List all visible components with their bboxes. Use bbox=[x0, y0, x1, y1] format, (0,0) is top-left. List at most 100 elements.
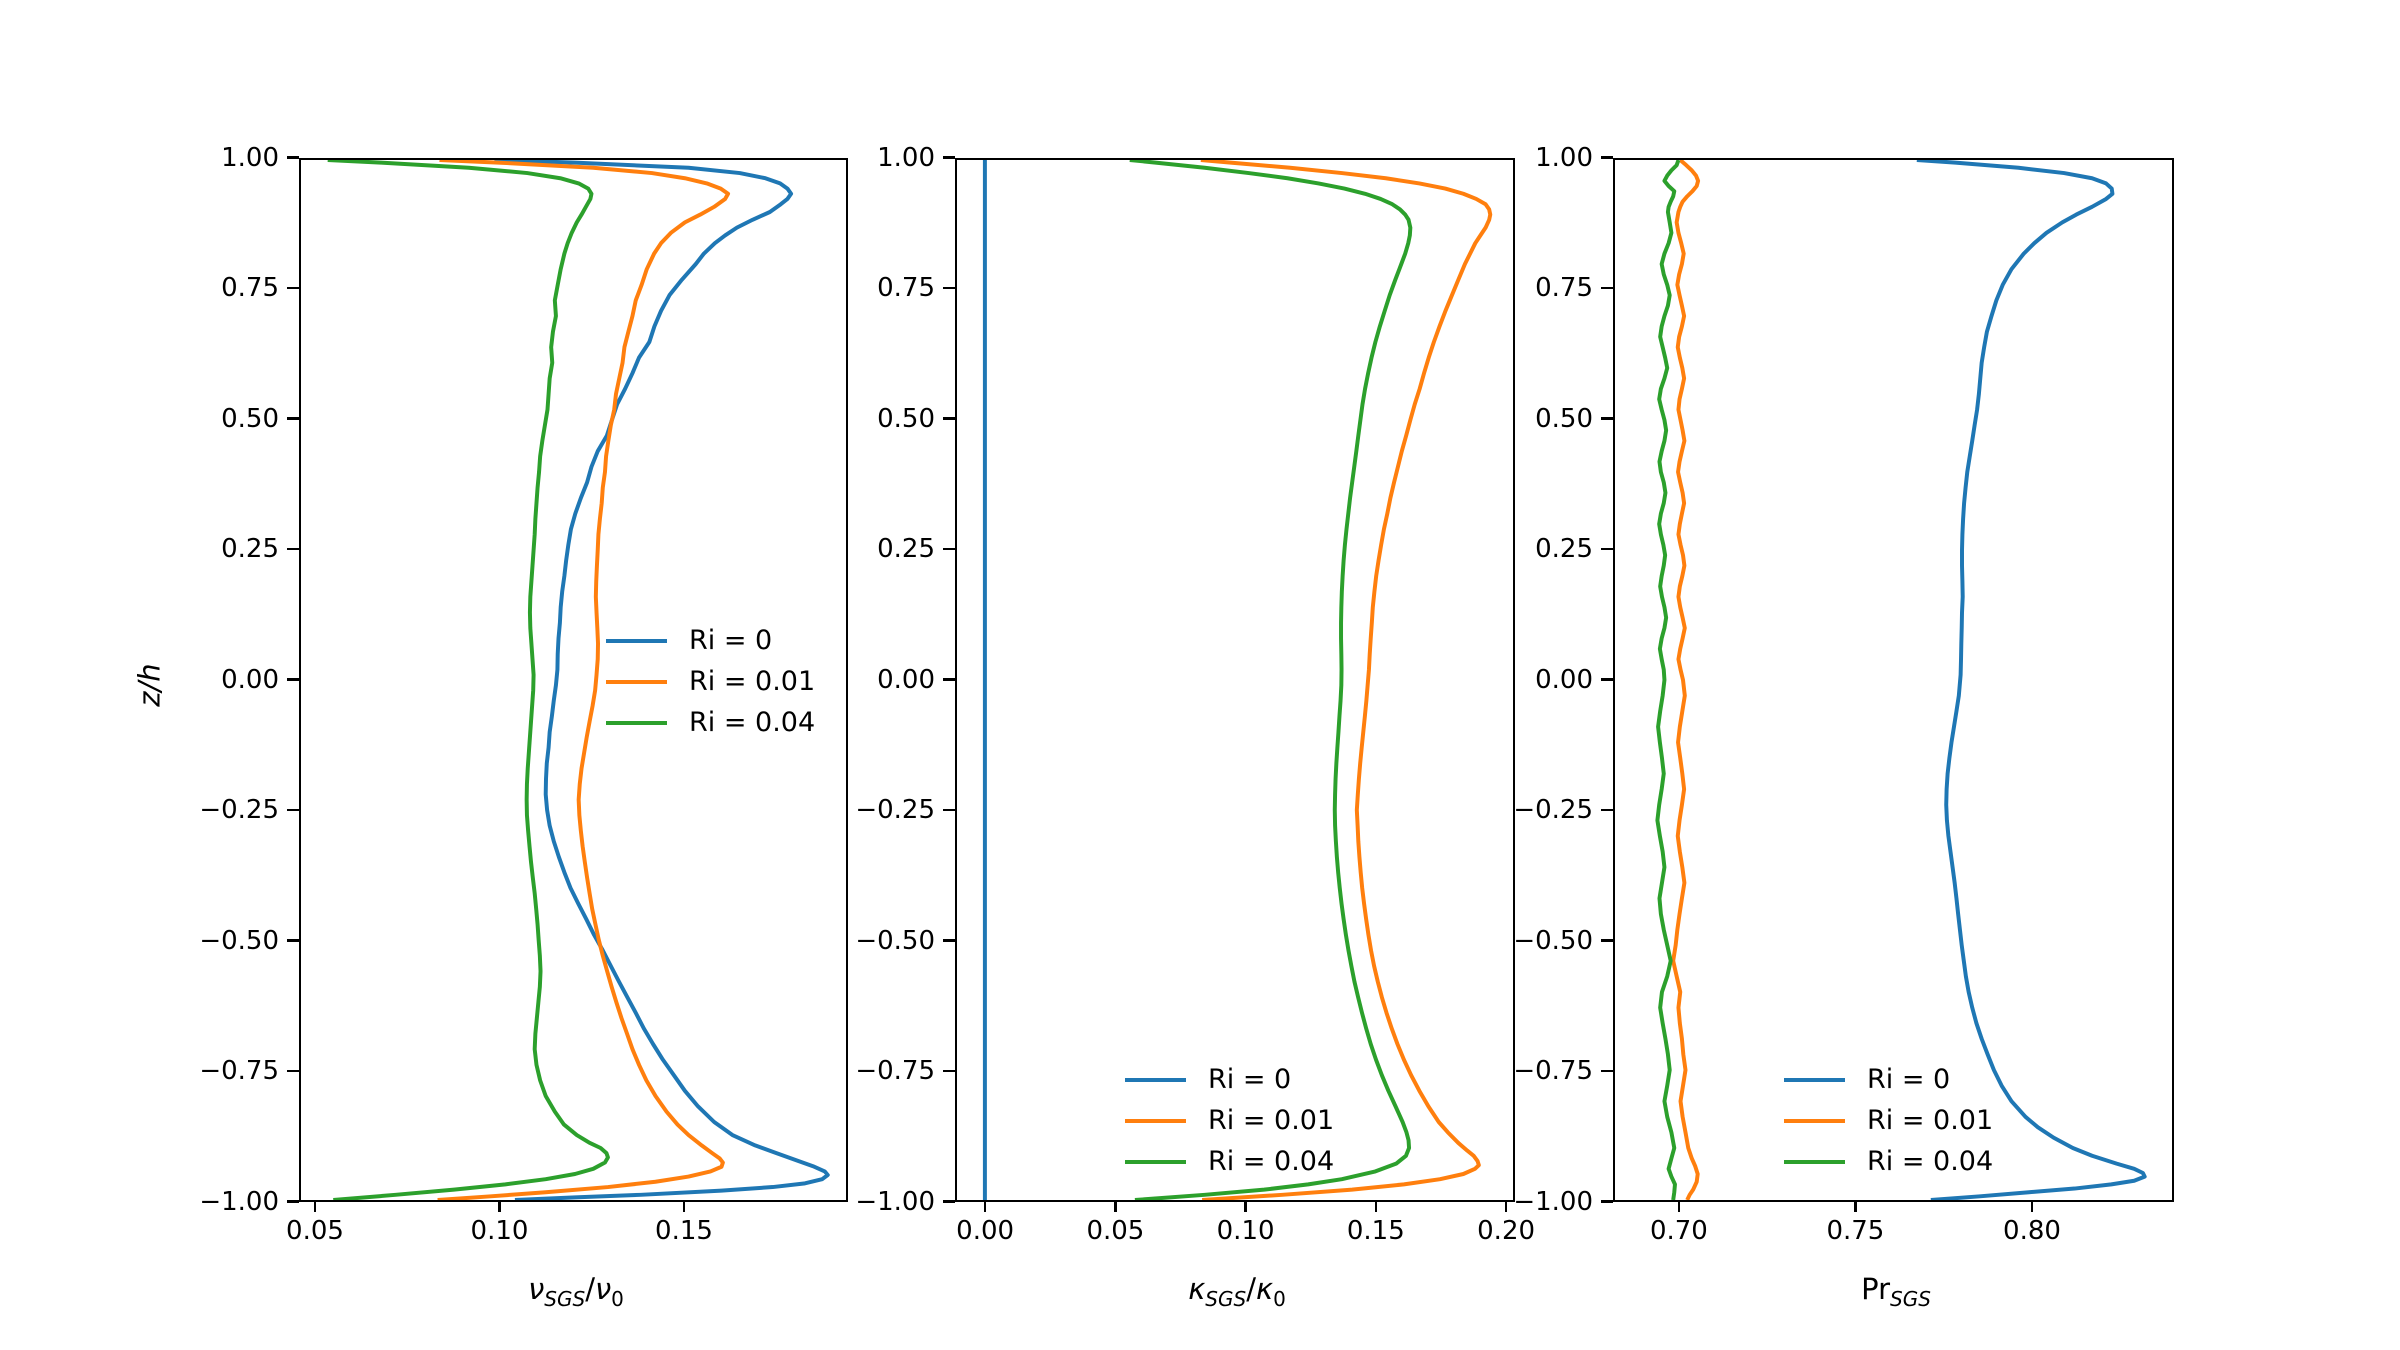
y-tick bbox=[1600, 939, 1613, 942]
y-tick bbox=[1600, 286, 1613, 290]
y-tick-label: −0.25 bbox=[199, 795, 279, 826]
x-axis-label-segment: SGS bbox=[544, 1287, 586, 1311]
legend-item: Ri = 0 bbox=[606, 620, 815, 661]
plot-area-nu-sgs bbox=[327, 160, 830, 1200]
panel-kappa-sgs: 0.00 0.05 0.10 0.15 0.20 1.00 0.75 0.50 0.25 0.00… bbox=[855, 143, 1535, 1311]
x-tick-label: 0.70 bbox=[1649, 1216, 1708, 1246]
series-line-nu-sgs-Ri-0 bbox=[494, 160, 830, 1200]
x-axis-label-segment: κ bbox=[1255, 1272, 1274, 1306]
y-tick bbox=[942, 156, 955, 159]
y-tick bbox=[286, 1200, 299, 1203]
x-axis-label-segment: ν bbox=[528, 1272, 545, 1306]
legend-item: Ri = 0.01 bbox=[606, 661, 815, 702]
y-tick bbox=[942, 808, 955, 812]
x-axis-label-kappa-sgs: κSGS/κ0 bbox=[1027, 1272, 1447, 1316]
panel-pr-sgs: 0.70 0.75 0.80 1.00 0.75 0.50 0.25 0.00 −0.25 −0.… bbox=[1513, 143, 2174, 1311]
y-tick bbox=[942, 939, 955, 942]
legend-nu-sgs: Ri = 0 Ri = 0.01 Ri = 0.04 bbox=[606, 620, 815, 743]
y-tick-label: 0.50 bbox=[221, 403, 279, 434]
legend-item: Ri = 0.01 bbox=[1125, 1100, 1334, 1141]
legend-item-label: Ri = 0.01 bbox=[1867, 1105, 1994, 1136]
y-tick bbox=[286, 417, 299, 420]
x-tick-label: 0.00 bbox=[956, 1216, 1015, 1246]
legend-item-label: Ri = 0 bbox=[689, 625, 773, 656]
y-tick-label: −1.00 bbox=[855, 1186, 935, 1217]
y-tick bbox=[1600, 417, 1613, 420]
y-tick-label: 0.25 bbox=[221, 534, 279, 565]
legend-item-label: Ri = 0.01 bbox=[689, 666, 816, 697]
x-axis-label-segment: κ bbox=[1188, 1272, 1206, 1306]
x-tick bbox=[1677, 1200, 1681, 1212]
y-tick-label: 0.25 bbox=[877, 534, 935, 565]
y-tick-label: −0.75 bbox=[199, 1056, 279, 1087]
legend-line-swatch bbox=[1125, 1159, 1186, 1164]
legend-item-label: Ri = 0.04 bbox=[1208, 1146, 1335, 1177]
plot-area-kappa-sgs bbox=[982, 160, 1493, 1200]
legend-pr-sgs: Ri = 0 Ri = 0.01 Ri = 0.04 bbox=[1784, 1059, 1993, 1182]
x-axis-label-segment: 0 bbox=[611, 1287, 624, 1311]
legend-kappa-sgs: Ri = 0 Ri = 0.01 Ri = 0.04 bbox=[1125, 1059, 1334, 1182]
y-tick-label: −0.50 bbox=[199, 925, 279, 956]
y-tick-label: −1.00 bbox=[1513, 1186, 1593, 1217]
y-tick bbox=[942, 1069, 955, 1073]
legend-item: Ri = 0 bbox=[1125, 1059, 1334, 1100]
legend-line-swatch bbox=[606, 679, 667, 684]
y-tick bbox=[286, 678, 299, 681]
y-tick bbox=[1600, 156, 1613, 159]
y-tick bbox=[1600, 808, 1613, 812]
legend-item: Ri = 0.04 bbox=[606, 702, 815, 743]
legend-item-label: Ri = 0 bbox=[1208, 1064, 1292, 1095]
x-tick bbox=[1374, 1200, 1377, 1212]
legend-item-label: Ri = 0.01 bbox=[1208, 1105, 1335, 1136]
y-tick bbox=[942, 547, 955, 551]
y-tick-label: 0.00 bbox=[1535, 664, 1593, 695]
y-tick-label: −0.75 bbox=[1513, 1056, 1593, 1087]
series-line-nu-sgs-Ri-0-04 bbox=[327, 160, 610, 1200]
y-tick-label: 0.75 bbox=[221, 273, 279, 304]
y-tick-label: 1.00 bbox=[877, 142, 935, 173]
x-tick-label: 0.15 bbox=[655, 1216, 713, 1246]
y-tick-label: 0.50 bbox=[1535, 403, 1593, 434]
y-tick bbox=[286, 808, 299, 812]
x-axis-label-segment: SGS bbox=[1890, 1287, 1931, 1311]
series-line-nu-sgs-Ri-0-01 bbox=[437, 160, 731, 1200]
y-tick bbox=[1600, 678, 1613, 681]
y-tick-label: 1.00 bbox=[1535, 142, 1593, 173]
y-tick-label: 0.75 bbox=[1535, 273, 1593, 304]
y-tick-label: −0.75 bbox=[855, 1056, 935, 1087]
x-axis-label-segment: / bbox=[1246, 1272, 1256, 1306]
y-tick bbox=[286, 1069, 299, 1073]
x-tick bbox=[313, 1200, 317, 1212]
legend-line-swatch bbox=[1784, 1159, 1845, 1164]
legend-item-label: Ri = 0 bbox=[1867, 1064, 1951, 1095]
x-tick-label: 0.05 bbox=[1086, 1216, 1145, 1246]
x-axis-label-segment: Pr bbox=[1861, 1272, 1890, 1306]
x-axis-label-segment: ν bbox=[594, 1272, 612, 1306]
legend-item: Ri = 0 bbox=[1784, 1059, 1993, 1100]
y-tick bbox=[286, 286, 299, 290]
y-tick-label: 0.50 bbox=[877, 403, 935, 434]
x-tick bbox=[983, 1200, 987, 1212]
x-tick bbox=[1244, 1200, 1247, 1212]
legend-line-swatch bbox=[1784, 1118, 1845, 1123]
x-tick-label: 0.05 bbox=[286, 1216, 344, 1246]
x-tick-label: 0.15 bbox=[1346, 1216, 1405, 1246]
x-axis-label-segment: / bbox=[585, 1272, 595, 1306]
x-axis-label-pr-sgs: PrSGS bbox=[1686, 1272, 2106, 1316]
y-tick bbox=[942, 286, 955, 290]
y-tick bbox=[286, 547, 299, 551]
y-tick-label: 0.00 bbox=[221, 664, 279, 695]
plot-area-pr-sgs bbox=[1655, 160, 2147, 1200]
y-tick bbox=[1600, 1069, 1613, 1073]
legend-line-swatch bbox=[606, 720, 667, 725]
series-line-kappa-sgs-Ri-0-01 bbox=[1200, 160, 1493, 1200]
y-tick bbox=[286, 156, 299, 159]
y-tick bbox=[942, 1200, 955, 1203]
series-line-kappa-sgs-Ri-0-04 bbox=[1129, 160, 1413, 1200]
x-tick-label: 0.80 bbox=[2003, 1216, 2061, 1246]
y-tick-label: 0.00 bbox=[877, 664, 935, 695]
legend-line-swatch bbox=[1784, 1077, 1845, 1082]
x-tick-label: 0.10 bbox=[1216, 1216, 1275, 1246]
legend-item-label: Ri = 0.04 bbox=[1867, 1146, 1994, 1177]
